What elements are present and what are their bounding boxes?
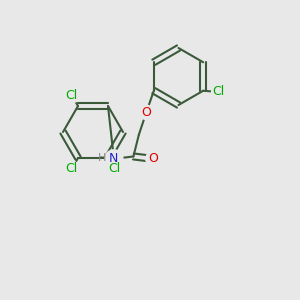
Circle shape: [105, 150, 123, 168]
Text: Cl: Cl: [66, 162, 78, 176]
Circle shape: [139, 105, 154, 119]
Circle shape: [64, 161, 80, 177]
Text: O: O: [141, 106, 151, 119]
Text: O: O: [148, 152, 158, 165]
Text: N: N: [109, 152, 119, 165]
Circle shape: [106, 161, 122, 177]
Text: H: H: [98, 153, 107, 163]
Text: Cl: Cl: [108, 162, 120, 176]
Circle shape: [146, 152, 160, 166]
Text: Cl: Cl: [212, 85, 224, 98]
Circle shape: [212, 85, 225, 98]
Text: Cl: Cl: [66, 88, 78, 102]
Circle shape: [64, 87, 80, 103]
